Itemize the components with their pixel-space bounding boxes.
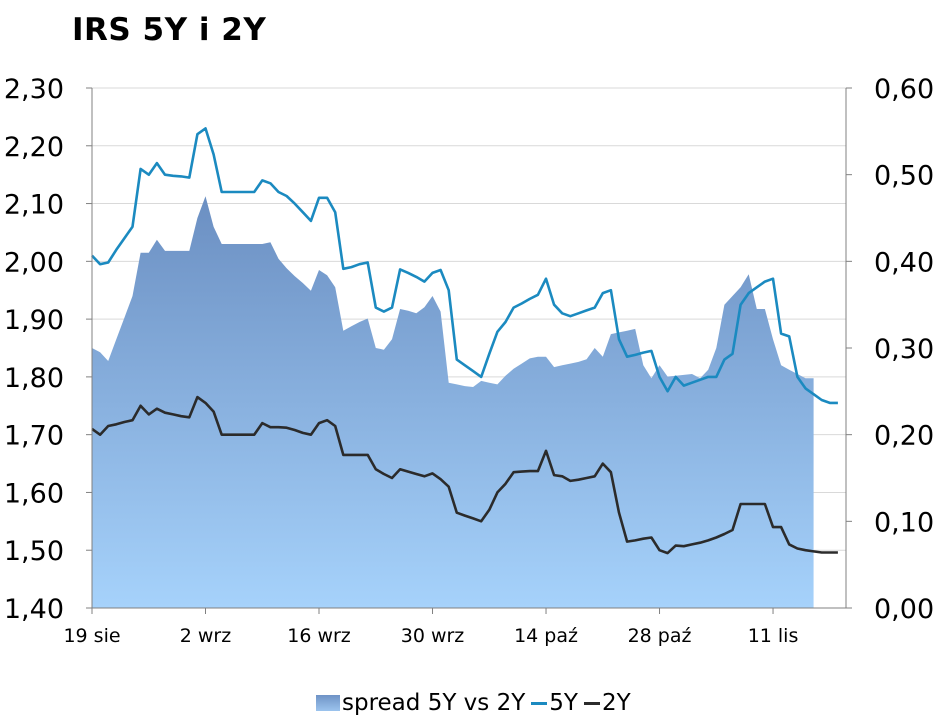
right-tick-label: 0,50	[874, 161, 934, 192]
legend-item-5y: 5Y	[531, 690, 578, 716]
legend-item-2y: 2Y	[583, 690, 631, 716]
right-axis-ticks: 0,00 0,10 0,20 0,30 0,40 0,50 0,60	[846, 74, 934, 625]
right-tick-label: 0,40	[874, 247, 934, 278]
x-tick-label: 2 wrz	[180, 625, 231, 647]
left-tick-label: 2,30	[4, 74, 64, 105]
left-tick-label: 2,10	[4, 190, 64, 221]
legend: spread 5Y vs 2Y 5Y 2Y	[316, 690, 637, 716]
x-tick-label: 28 paź	[628, 625, 692, 647]
x-axis-ticks: 19 sie 2 wrz 16 wrz 30 wrz 14 paź 28 paź 11 li…	[63, 608, 798, 647]
left-tick-label: 2,00	[4, 247, 64, 278]
legend-label-5y: 5Y	[549, 690, 578, 716]
left-tick-label: 1,40	[4, 594, 64, 625]
legend-swatch-2y	[583, 701, 600, 705]
line-series-5y	[91, 127, 838, 405]
right-tick-label: 0,60	[874, 74, 934, 105]
left-tick-label: 1,80	[4, 363, 64, 394]
chart-title: IRS 5Y i 2Y	[72, 12, 267, 48]
left-tick-label: 1,90	[4, 305, 64, 336]
x-tick-label: 14 paź	[514, 625, 578, 647]
left-tick-label: 1,70	[4, 421, 64, 452]
x-tick-label: 30 wrz	[401, 625, 465, 647]
right-tick-label: 0,30	[874, 334, 934, 365]
x-tick-label: 11 lis	[748, 625, 799, 647]
left-tick-label: 2,20	[4, 132, 64, 163]
spread-area-series	[92, 196, 814, 609]
left-tick-label: 1,60	[4, 478, 64, 509]
x-tick-label: 16 wrz	[287, 625, 351, 647]
right-tick-label: 0,00	[874, 594, 934, 625]
x-tick-label: 19 sie	[63, 625, 120, 647]
legend-label-2y: 2Y	[601, 690, 631, 716]
line-series-2y	[91, 395, 838, 555]
left-tick-label: 1,50	[4, 536, 64, 567]
legend-item-spread: spread 5Y vs 2Y	[316, 690, 525, 716]
legend-label-spread: spread 5Y vs 2Y	[342, 690, 526, 716]
right-tick-label: 0,20	[874, 421, 934, 452]
right-tick-label: 0,10	[874, 507, 934, 538]
left-axis-ticks: 1,40 1,50 1,60 1,70 1,80 1,90 2,00 2,10 2,20 2,30	[4, 74, 92, 625]
legend-swatch-spread	[316, 695, 340, 711]
legend-swatch-5y	[531, 701, 548, 705]
